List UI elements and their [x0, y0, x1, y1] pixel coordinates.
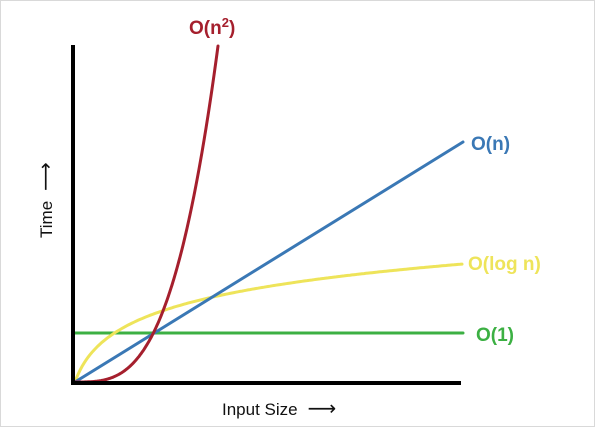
series-label-ologn: O(log n)	[468, 254, 541, 275]
y-axis-title: Time⟶	[35, 162, 57, 238]
series-line-on2	[73, 44, 220, 384]
series-label-o1: O(1)	[476, 325, 514, 346]
series-label-on2: O(n2)	[189, 15, 235, 39]
series-line-on	[73, 140, 465, 384]
series-line-ologn	[74, 262, 464, 381]
x-axis-title: Input Size ⟶	[222, 398, 336, 420]
series-label-on: O(n)	[471, 134, 510, 155]
